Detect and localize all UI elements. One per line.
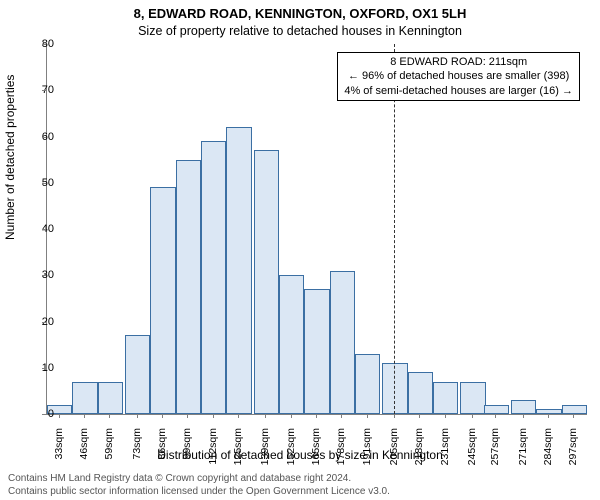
y-tick-mark — [42, 137, 46, 138]
x-tick-mark — [341, 414, 342, 418]
annotation-box: 8 EDWARD ROAD: 211sqm← 96% of detached h… — [337, 52, 580, 101]
histogram-bar — [433, 382, 458, 414]
x-tick-mark — [187, 414, 188, 418]
x-tick-label: 86sqm — [156, 428, 168, 468]
x-tick-mark — [162, 414, 163, 418]
y-tick-mark — [42, 275, 46, 276]
x-tick-label: 46sqm — [78, 428, 90, 468]
annot-line3: 4% of semi-detached houses are larger (1… — [344, 84, 573, 98]
histogram-bar — [72, 382, 97, 414]
x-tick-mark — [367, 414, 368, 418]
annot-line1: 8 EDWARD ROAD: 211sqm — [344, 55, 573, 69]
x-tick-label: 245sqm — [466, 428, 478, 468]
x-tick-mark — [213, 414, 214, 418]
x-tick-mark — [523, 414, 524, 418]
x-tick-mark — [394, 414, 395, 418]
x-tick-label: 152sqm — [285, 428, 297, 468]
x-tick-label: 165sqm — [310, 428, 322, 468]
x-tick-label: 284sqm — [542, 428, 554, 468]
histogram-bar — [460, 382, 485, 414]
histogram-bar — [125, 335, 150, 414]
x-tick-label: 139sqm — [259, 428, 271, 468]
histogram-bar — [226, 127, 251, 414]
x-tick-label: 178sqm — [335, 428, 347, 468]
y-tick-mark — [42, 368, 46, 369]
footer-line2: Contains public sector information licen… — [8, 486, 390, 499]
histogram-bar — [304, 289, 329, 414]
y-axis-label: Number of detached properties — [3, 75, 17, 240]
x-tick-label: 125sqm — [232, 428, 244, 468]
x-tick-mark — [419, 414, 420, 418]
x-tick-label: 112sqm — [207, 428, 219, 468]
histogram-bar — [355, 354, 380, 414]
histogram-bar — [176, 160, 201, 414]
x-tick-mark — [291, 414, 292, 418]
x-tick-label: 218sqm — [413, 428, 425, 468]
histogram-bar — [279, 275, 304, 414]
x-tick-mark — [472, 414, 473, 418]
y-tick-mark — [42, 229, 46, 230]
x-tick-mark — [265, 414, 266, 418]
footer-line1: Contains HM Land Registry data © Crown c… — [8, 473, 390, 486]
x-tick-mark — [137, 414, 138, 418]
x-tick-mark — [573, 414, 574, 418]
histogram-bar — [201, 141, 226, 414]
histogram-bar — [150, 187, 175, 414]
attribution-footer: Contains HM Land Registry data © Crown c… — [8, 473, 390, 498]
page-title: 8, EDWARD ROAD, KENNINGTON, OXFORD, OX1 … — [0, 6, 600, 21]
x-tick-label: 205sqm — [388, 428, 400, 468]
histogram-bar — [330, 271, 355, 414]
x-tick-label: 191sqm — [361, 428, 373, 468]
x-tick-label: 59sqm — [103, 428, 115, 468]
x-tick-label: 257sqm — [489, 428, 501, 468]
x-tick-label: 231sqm — [439, 428, 451, 468]
histogram-bar — [484, 405, 509, 414]
x-tick-mark — [495, 414, 496, 418]
x-tick-label: 297sqm — [567, 428, 579, 468]
x-tick-mark — [59, 414, 60, 418]
x-tick-label: 99sqm — [181, 428, 193, 468]
x-axis-label: Distribution of detached houses by size … — [0, 448, 600, 462]
x-tick-mark — [84, 414, 85, 418]
y-tick-mark — [42, 183, 46, 184]
x-tick-mark — [445, 414, 446, 418]
x-tick-mark — [238, 414, 239, 418]
histogram-bar — [511, 400, 536, 414]
x-tick-mark — [316, 414, 317, 418]
annot-line2: ← 96% of detached houses are smaller (39… — [344, 69, 573, 83]
x-tick-label: 73sqm — [131, 428, 143, 468]
x-tick-label: 33sqm — [53, 428, 65, 468]
y-tick-mark — [42, 414, 46, 415]
histogram-bar — [408, 372, 433, 414]
histogram-bar — [98, 382, 123, 414]
x-tick-mark — [548, 414, 549, 418]
histogram-bar — [562, 405, 587, 414]
page-subtitle: Size of property relative to detached ho… — [0, 24, 600, 38]
x-tick-mark — [109, 414, 110, 418]
y-tick-mark — [42, 322, 46, 323]
x-tick-label: 271sqm — [517, 428, 529, 468]
y-tick-mark — [42, 44, 46, 45]
y-tick-mark — [42, 90, 46, 91]
histogram-bar — [254, 150, 279, 414]
